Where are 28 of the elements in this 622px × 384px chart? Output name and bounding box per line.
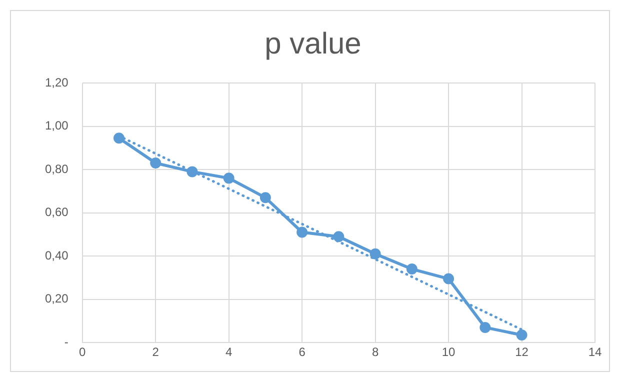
x-tick-label: 6 [298, 345, 306, 360]
x-tick-label: 8 [372, 345, 379, 360]
y-tick-label: 0,20 [44, 292, 69, 306]
x-tick-label: 10 [442, 345, 456, 360]
point [370, 248, 381, 260]
x-tick-label: 14 [588, 345, 602, 360]
y-tick-label: 0,60 [44, 205, 69, 220]
point [223, 172, 234, 184]
y-tick-label: - [64, 334, 68, 349]
point [443, 273, 454, 284]
point [333, 231, 344, 242]
point [406, 264, 418, 275]
point [516, 330, 528, 341]
y-tick-label: 0,40 [44, 248, 69, 262]
x-tick-label: 0 [79, 345, 86, 360]
point [186, 166, 198, 178]
chart-title: p value [264, 27, 362, 60]
x-tick-label: 12 [515, 345, 529, 360]
x-tick-label: 4 [225, 345, 232, 360]
point [296, 226, 308, 238]
y-tick-label: 0,80 [44, 162, 69, 176]
point [113, 132, 124, 144]
point [150, 158, 162, 169]
point [260, 192, 271, 204]
y-tick-label: 1,00 [44, 118, 69, 133]
y-tick-label: 1,20 [44, 75, 69, 90]
x-tick-label: 2 [152, 345, 160, 360]
point [480, 322, 491, 333]
